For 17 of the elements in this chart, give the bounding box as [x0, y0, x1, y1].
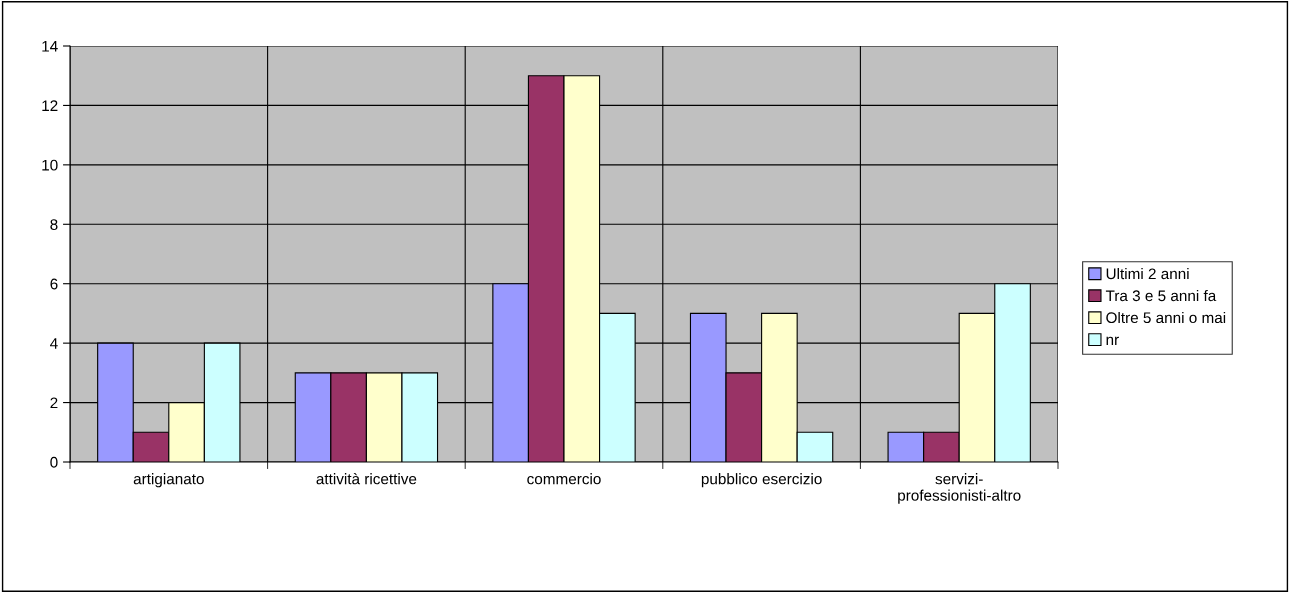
y-tick-label: 0 [50, 456, 58, 468]
y-tick-label: 12 [42, 100, 58, 111]
legend-label: Ultimi 2 anni [1106, 267, 1189, 280]
y-tick-label: 8 [50, 219, 58, 230]
x-tick-label: artigianato [133, 473, 204, 488]
legend-label: nr [1106, 336, 1119, 345]
x-tick-label: attività ricettive [316, 472, 417, 485]
y-tick-label: 2 [50, 397, 58, 409]
y-tick-label: 4 [50, 338, 58, 349]
x-tick-label: commercio [527, 473, 601, 485]
y-tick-label: 14 [42, 41, 58, 52]
x-tick-label: servizi- professionisti-altro [898, 473, 1021, 504]
y-tick-label: 10 [42, 159, 58, 171]
x-tick-label: pubblico esercizio [701, 473, 822, 488]
legend-label: Tra 3 e 5 anni fa [1105, 289, 1217, 302]
y-tick-label: 6 [50, 278, 58, 290]
legend-label: Oltre 5 anni o mai [1106, 311, 1226, 324]
